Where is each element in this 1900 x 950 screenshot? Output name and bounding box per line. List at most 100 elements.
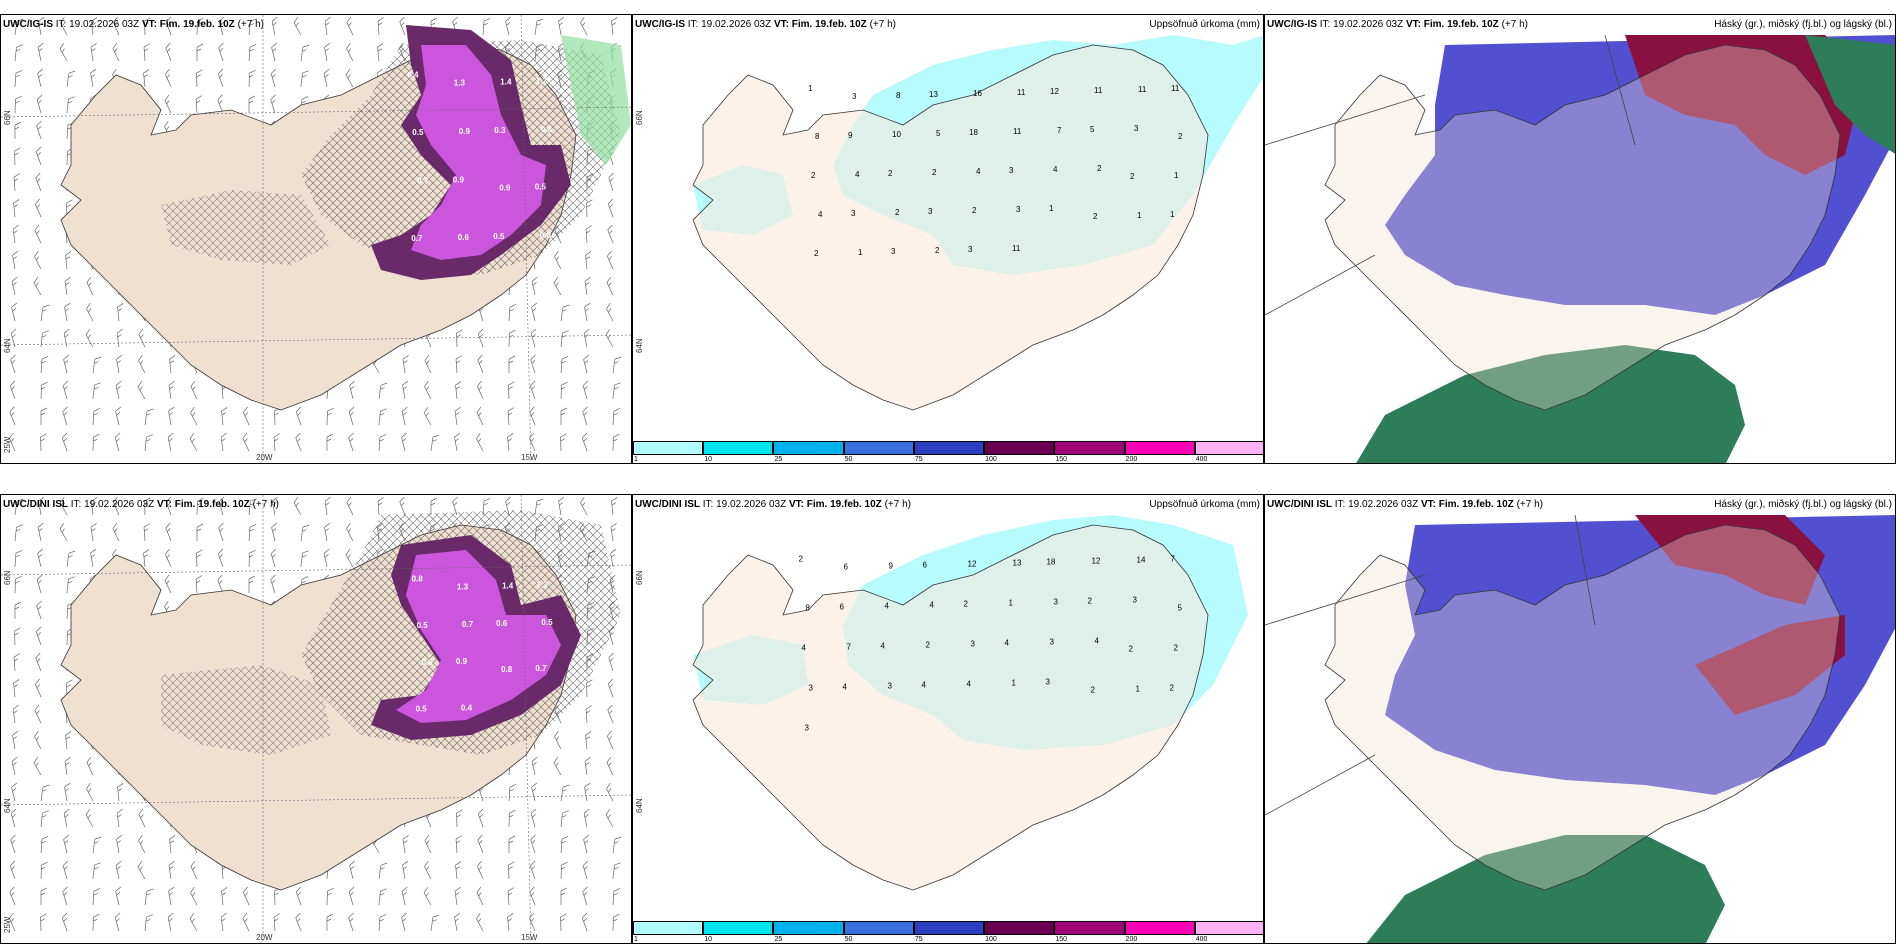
colorbar-tick-label: 25 bbox=[774, 456, 783, 463]
wind-barb bbox=[531, 302, 537, 322]
wind-barb bbox=[424, 380, 432, 400]
wind-barb bbox=[115, 380, 122, 400]
wind-barb bbox=[248, 575, 256, 593]
precip-value: 7 bbox=[1171, 555, 1176, 564]
wind-barb bbox=[86, 782, 94, 802]
panel-title: Háský (gr.), miðský (fj.bl.) og lágský (… bbox=[1714, 19, 1892, 30]
wind-barb bbox=[430, 497, 438, 515]
wind-barb bbox=[137, 381, 146, 400]
precip-value: 2 bbox=[1091, 686, 1096, 695]
wind-barb bbox=[40, 784, 50, 802]
lon-label: 15W bbox=[521, 453, 538, 462]
wind-barb bbox=[62, 860, 69, 880]
wind-barb bbox=[8, 432, 16, 452]
colorbar-swatch bbox=[913, 441, 985, 455]
wind-barb bbox=[348, 886, 355, 906]
wind-barb bbox=[324, 42, 331, 62]
cloud-panel-row2: UWC/DINI ISL IT: 19.02.2026 03Z VT: Fim.… bbox=[1264, 494, 1896, 944]
wind-barb bbox=[13, 653, 20, 672]
precip-value: 3 bbox=[809, 684, 814, 693]
precip-value: 1 bbox=[1137, 211, 1142, 220]
wind-barb bbox=[220, 433, 227, 452]
cloud-map bbox=[1265, 34, 1895, 463]
precip-value: 0.8 bbox=[412, 575, 424, 584]
precip-value: 3 bbox=[1016, 205, 1021, 214]
panel-header: UWC/DINI ISL IT: 19.02.2026 03Z VT: Fim.… bbox=[3, 499, 279, 510]
wind-barb bbox=[144, 888, 154, 906]
wind-barb bbox=[143, 43, 150, 62]
wind-barb bbox=[168, 406, 175, 426]
wind-barb bbox=[138, 328, 146, 348]
colorbar-swatch bbox=[984, 921, 1055, 935]
wind-barb bbox=[324, 497, 331, 516]
wind-barb bbox=[13, 679, 20, 698]
colorbar-swatch bbox=[633, 441, 704, 455]
wind-barb bbox=[14, 498, 24, 516]
precip-value: 2 bbox=[799, 555, 804, 564]
precip-value: 4 bbox=[843, 683, 848, 692]
wind-barb bbox=[36, 94, 43, 114]
wind-barb bbox=[138, 808, 146, 828]
wind-map: 0.4 1.3 1.4 1.2 0.5 0.9 0.3 0.6 0.7 0.9 0.9 0.5 0.7 0… bbox=[1, 15, 631, 463]
colorbar-tick-label: 75 bbox=[914, 936, 923, 943]
wind-barb bbox=[476, 886, 484, 906]
wind-barb bbox=[476, 380, 484, 400]
wind-barb bbox=[529, 886, 536, 906]
wind-barb bbox=[12, 250, 19, 270]
wind-barb bbox=[612, 836, 622, 854]
wind-barb bbox=[581, 912, 588, 932]
wind-barb bbox=[169, 835, 176, 854]
colorbar-swatch bbox=[843, 441, 914, 455]
precip-value: 1 bbox=[1174, 171, 1179, 180]
wind-barb bbox=[217, 548, 224, 568]
wind-barb bbox=[401, 432, 407, 452]
wind-barb bbox=[169, 355, 176, 374]
precip-value: 3 bbox=[888, 682, 893, 691]
precip-value: 4 bbox=[881, 642, 886, 651]
precip-value: 0.9 bbox=[453, 175, 465, 184]
wind-barb bbox=[92, 382, 101, 400]
panel-title: Háský (gr.), miðský (fj.bl.) og lágský (… bbox=[1714, 499, 1892, 510]
wind-barb bbox=[270, 68, 277, 88]
wind-barb bbox=[326, 913, 334, 931]
wind-barb bbox=[554, 730, 562, 750]
wind-barb bbox=[63, 808, 70, 828]
wind-barb bbox=[115, 886, 121, 906]
precip-value: 3 bbox=[805, 724, 810, 733]
wind-barb bbox=[10, 808, 17, 828]
wind-barb bbox=[189, 913, 198, 932]
lat-label: 64N bbox=[635, 338, 644, 353]
wind-barb bbox=[558, 16, 565, 36]
wind-barb bbox=[424, 834, 432, 854]
lon-label: 15W bbox=[521, 933, 538, 942]
wind-barb bbox=[271, 496, 278, 516]
wind-barb bbox=[144, 497, 151, 516]
wind-barb bbox=[40, 861, 48, 880]
wind-barb bbox=[9, 860, 16, 880]
precip-value: 2 bbox=[972, 206, 977, 215]
snow-hatch-area-west bbox=[161, 665, 331, 755]
precip-value: 1.2 bbox=[536, 76, 548, 85]
precip-value: 0.5 bbox=[535, 182, 547, 191]
wind-barb bbox=[476, 912, 484, 932]
precip-value: 12 bbox=[1050, 87, 1059, 96]
precip-panel-row2: 2 6 9 6 12 13 18 12 14 7 8 6 4 4 2 1 3 2 3 5 4 7 4 2 3 4 3 4 2 2 3 4 3 4 4… bbox=[632, 494, 1264, 944]
precip-value: 9 bbox=[848, 131, 853, 140]
wind-barb bbox=[326, 433, 334, 451]
wind-barb bbox=[606, 756, 614, 776]
lat-label: 66N bbox=[3, 110, 12, 125]
precip-panel-row1: 1 3 8 13 16 11 12 11 11 11 8 9 10 5 18 11 7 5 3 2 2 4 2 2 4 3 4 2 2 1… bbox=[632, 14, 1264, 464]
precip-value: 3 bbox=[968, 245, 973, 254]
lat-label: 66N bbox=[635, 110, 644, 125]
precip-value: 2 bbox=[932, 168, 937, 177]
wind-barb bbox=[115, 406, 121, 426]
precip-value-labels: 13 8 13 16 11 12 11 11 118 9 10 5 18 11 7 5 322 4 2 2 4 3 4 22 1… bbox=[808, 84, 1183, 258]
wind-barb bbox=[507, 913, 514, 932]
wind-barb bbox=[608, 652, 614, 672]
precip-value: 7 bbox=[1057, 126, 1062, 135]
wind-barb bbox=[14, 121, 22, 139]
wind-barb bbox=[59, 43, 68, 62]
wind-barb bbox=[34, 250, 42, 270]
wind-barb bbox=[66, 96, 75, 114]
wind-barb bbox=[477, 328, 484, 348]
